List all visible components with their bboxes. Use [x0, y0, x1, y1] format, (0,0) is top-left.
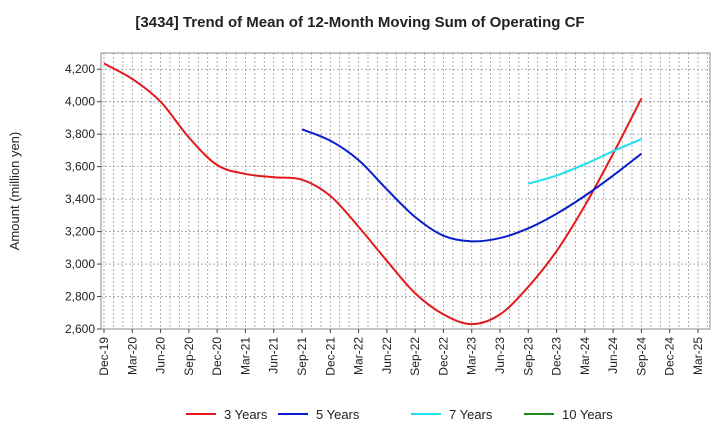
series-line-5-years: [301, 128, 643, 243]
x-tick-label: Mar-21: [238, 337, 252, 375]
plot-area-frame: [100, 52, 711, 330]
x-tick-label: Dec-22: [436, 337, 450, 376]
y-tick-label: 3,400: [65, 192, 95, 206]
legend-label-3-years: 3 Years: [224, 407, 268, 422]
x-tick-label: Jun-22: [380, 337, 394, 374]
chart-title: [3434] Trend of Mean of 12-Month Moving …: [135, 14, 584, 31]
series-line-3-years: [103, 62, 643, 326]
x-tick-label: Sep-22: [408, 337, 422, 376]
y-tick-label: 4,000: [65, 95, 95, 109]
legend-label-7-years: 7 Years: [449, 407, 493, 422]
x-tick-label: Sep-23: [521, 337, 535, 376]
y-tick-label: 3,600: [65, 160, 95, 174]
y-tick-label: 2,600: [65, 322, 95, 336]
x-tick-label: Mar-24: [578, 337, 592, 375]
legend: 3 Years 5 Years 7 Years 10 Years: [186, 407, 613, 422]
x-tick-label: Jun-23: [493, 337, 507, 374]
x-tick-label: Mar-25: [691, 337, 705, 375]
x-tick-label: Mar-23: [465, 337, 479, 375]
x-tick-label: Dec-19: [97, 337, 111, 376]
x-tick-label: Dec-20: [210, 337, 224, 376]
y-tick-label: 2,800: [65, 290, 95, 304]
x-tick-label: Dec-23: [550, 337, 564, 376]
y-tick-label: 3,000: [65, 257, 95, 271]
y-axis: 2,600 2,800 3,000 3,200 3,400 3,600 3,800 4,000…: [65, 62, 101, 336]
x-tick-label: Sep-20: [182, 337, 196, 376]
legend-label-5-years: 5 Years: [316, 407, 360, 422]
x-tick-label: Dec-24: [663, 337, 677, 376]
x-tick-label: Jun-24: [606, 337, 620, 374]
y-tick-label: 3,800: [65, 127, 95, 141]
x-tick-label: Jun-20: [154, 337, 168, 374]
x-tick-label: Dec-21: [323, 337, 337, 376]
x-tick-label: Sep-24: [634, 337, 648, 376]
grid: [101, 53, 710, 330]
x-tick-label: Jun-21: [267, 337, 281, 374]
series-line-7-years: [528, 138, 642, 185]
y-axis-label: Amount (million yen): [7, 132, 22, 251]
y-tick-label: 3,200: [65, 225, 95, 239]
x-tick-label: Mar-22: [352, 337, 366, 375]
x-tick-label: Mar-20: [125, 337, 139, 375]
y-tick-label: 4,200: [65, 62, 95, 76]
x-tick-label: Sep-21: [295, 337, 309, 376]
legend-label-10-years: 10 Years: [562, 407, 613, 422]
series-lines: [103, 62, 643, 326]
x-axis: Dec-19 Mar-20 Jun-20 Sep-20 Dec-20 Mar-21 Jun-…: [97, 329, 705, 376]
